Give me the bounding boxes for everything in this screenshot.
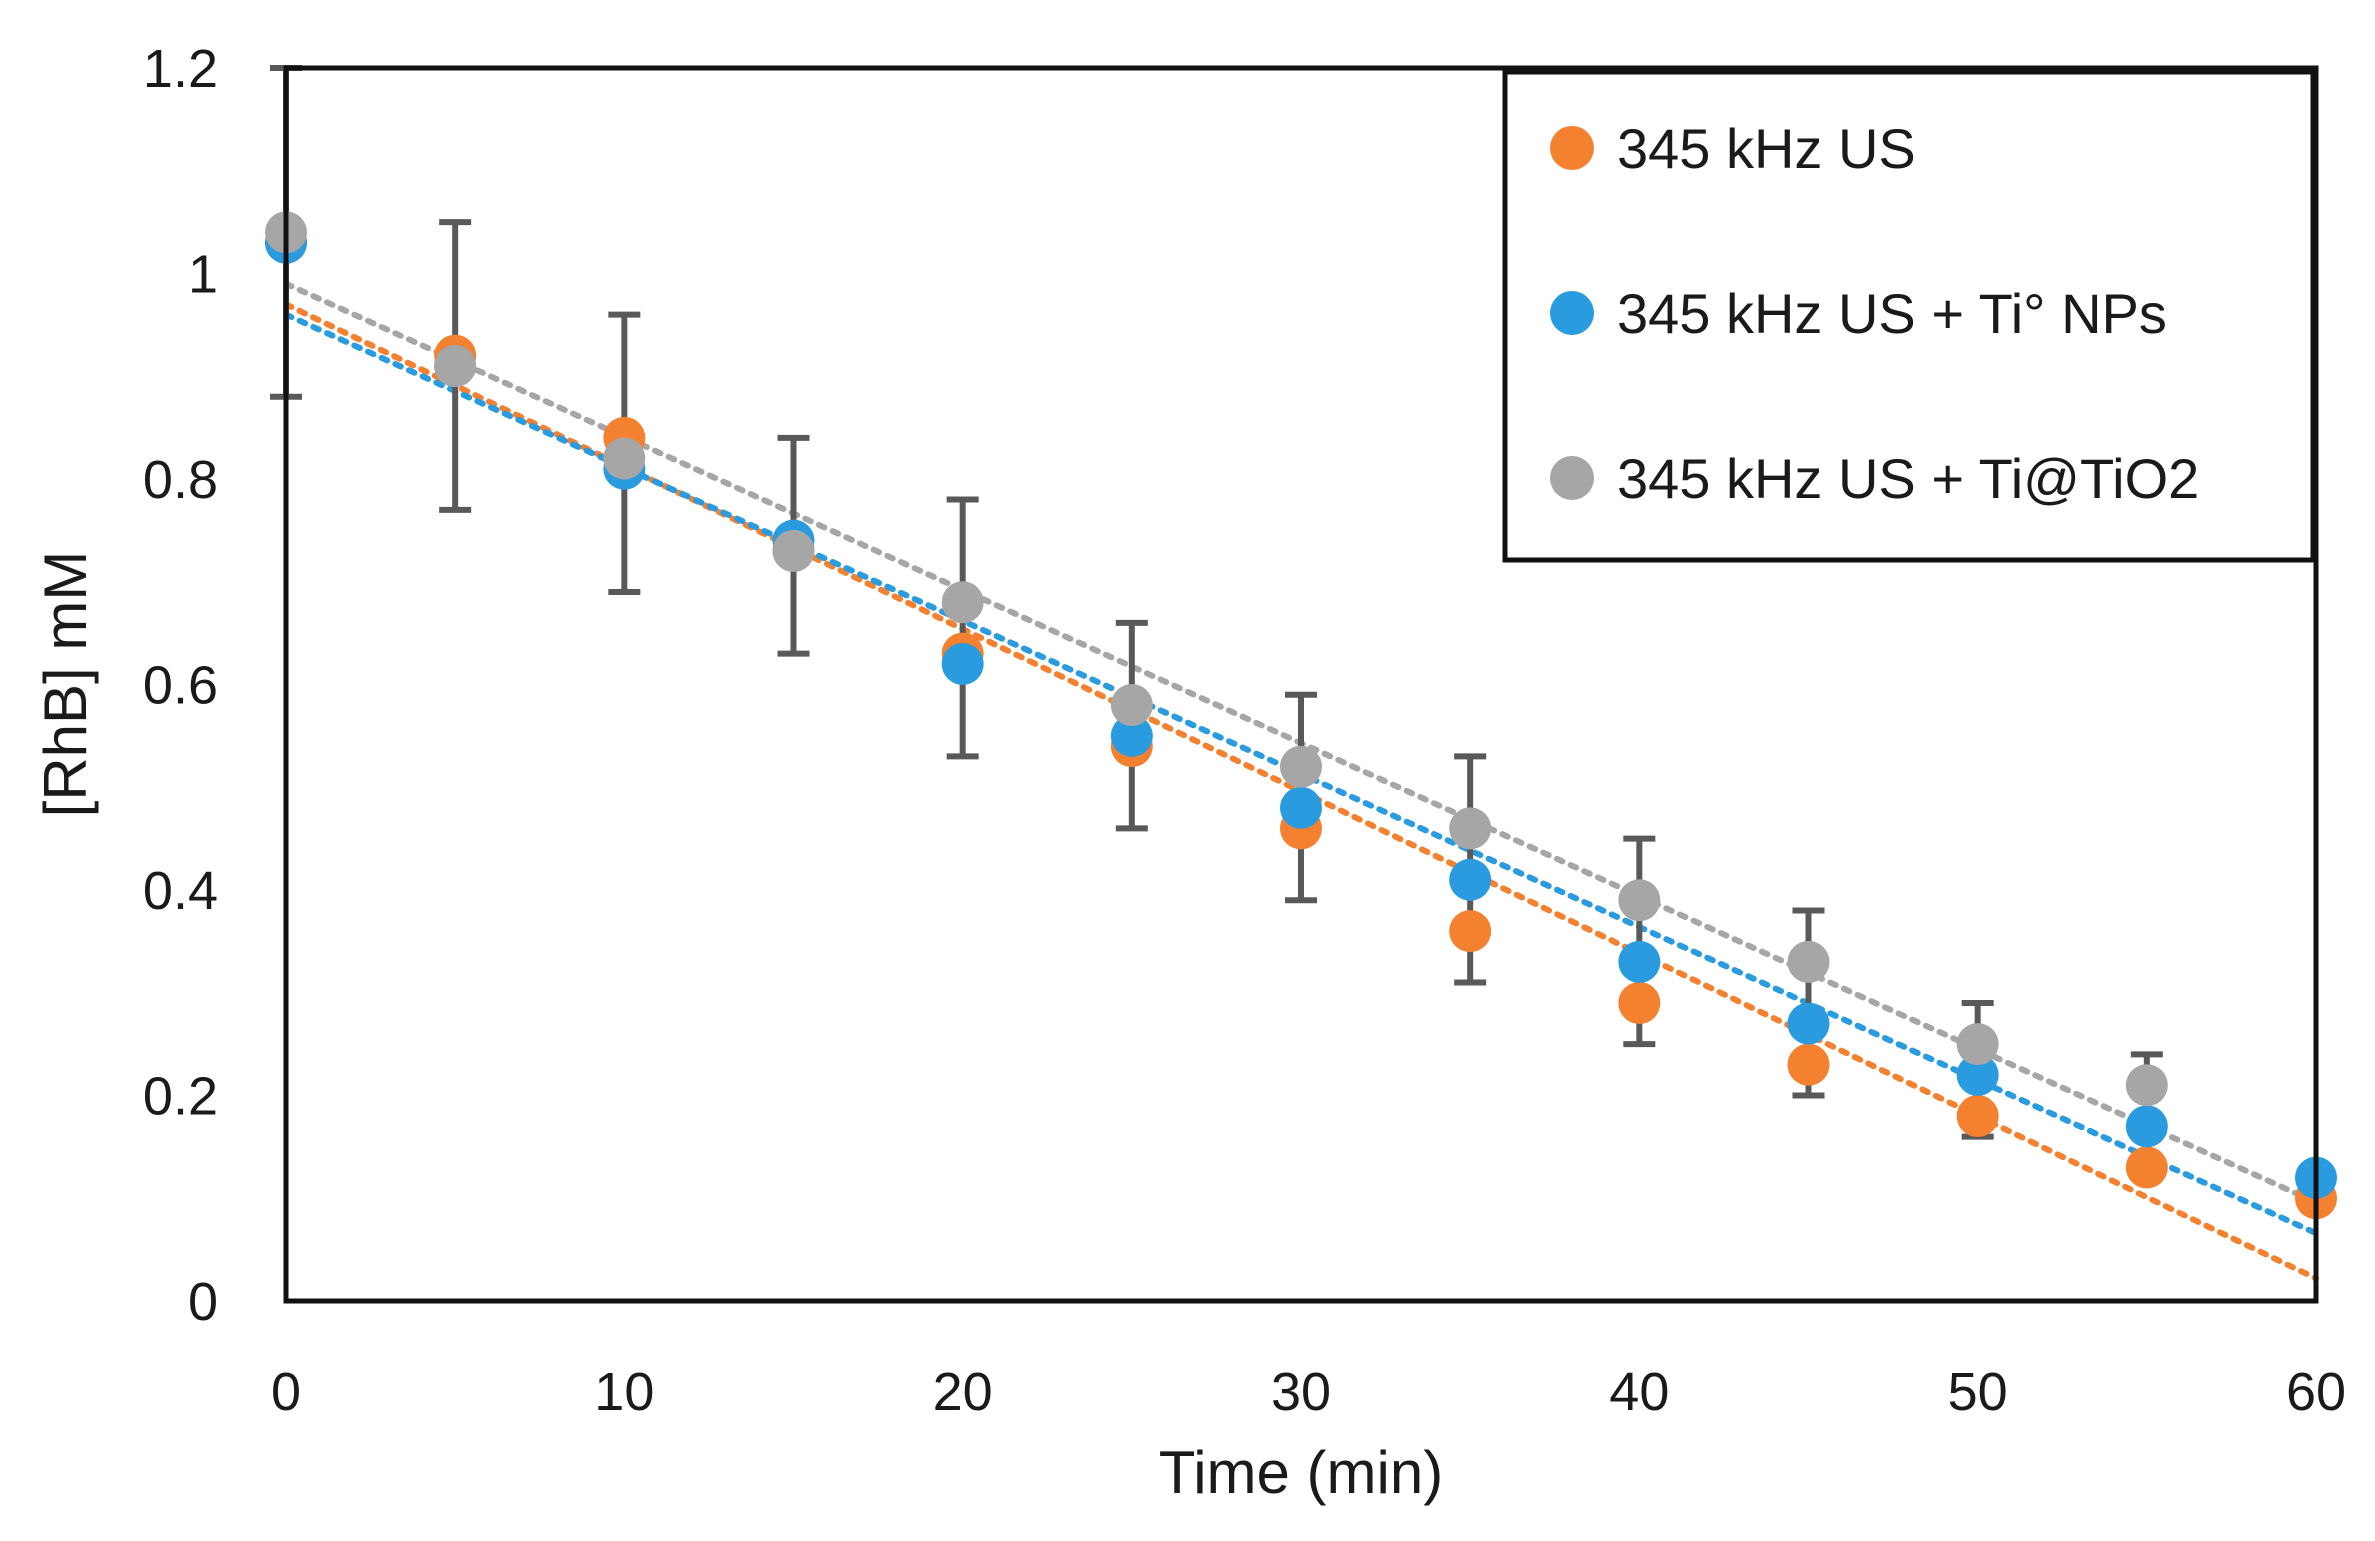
x-tick-label: 40 xyxy=(1609,1362,1669,1422)
data-point xyxy=(1956,1023,1999,1066)
data-point xyxy=(772,529,815,572)
data-point xyxy=(1280,745,1322,788)
plot-frame xyxy=(283,65,2319,1304)
data-point xyxy=(434,344,477,387)
data-point xyxy=(1280,786,1322,829)
data-points xyxy=(265,211,2337,1220)
data-point xyxy=(2125,1064,2168,1107)
y-tick-label: 0.8 xyxy=(143,450,218,510)
x-tick-label: 0 xyxy=(271,1362,301,1422)
x-tick-label: 30 xyxy=(1271,1362,1331,1422)
x-tick-label: 60 xyxy=(2286,1362,2346,1422)
legend-label: 345 kHz US xyxy=(1617,117,1916,180)
legend-label: 345 kHz US + Ti° NPs xyxy=(1617,282,2167,345)
data-point xyxy=(1110,684,1153,727)
y-axis-title: [RhB] mM xyxy=(32,551,99,818)
legend-label: 345 kHz US + Ti@TiO2 xyxy=(1617,447,2199,510)
data-point xyxy=(1956,1095,1999,1138)
x-tick-label: 50 xyxy=(1948,1362,2008,1422)
y-tick-label: 0.2 xyxy=(143,1067,218,1127)
data-point xyxy=(1787,1002,1830,1045)
x-tick-label: 10 xyxy=(594,1362,654,1422)
legend-marker xyxy=(1550,456,1594,500)
data-point xyxy=(2125,1146,2168,1189)
data-point xyxy=(1618,982,1661,1025)
x-axis-title: Time (min) xyxy=(1159,1439,1443,1506)
y-tick-label: 1.2 xyxy=(143,39,218,99)
data-point xyxy=(1110,714,1153,757)
x-tick-label: 20 xyxy=(933,1362,993,1422)
x-tick-labels: 0 10 20 30 40 50 60 xyxy=(271,1362,2346,1422)
data-point xyxy=(1956,1053,1999,1096)
data-point xyxy=(1618,940,1661,983)
legend-marker xyxy=(1550,291,1594,335)
y-tick-label: 1 xyxy=(188,245,218,305)
y-tick-labels: 0 0.2 0.4 0.6 0.8 1 1.2 xyxy=(143,39,218,1332)
data-point xyxy=(603,437,646,480)
legend-marker xyxy=(1550,126,1594,170)
y-tick-label: 0 xyxy=(188,1272,218,1332)
data-point xyxy=(1618,879,1661,922)
y-tick-label: 0.6 xyxy=(143,656,218,716)
data-point xyxy=(1787,940,1830,983)
data-point xyxy=(1787,1043,1830,1086)
error-bar xyxy=(946,496,979,760)
data-point xyxy=(941,581,984,624)
y-tick-label: 0.4 xyxy=(143,861,218,921)
legend-box xyxy=(1502,69,2316,563)
data-point xyxy=(941,642,984,685)
legend: 345 kHz US 345 kHz US + Ti° NPs 345 kHz US… xyxy=(1502,69,2316,563)
data-point xyxy=(1449,910,1492,953)
data-point xyxy=(1449,807,1492,850)
data-point xyxy=(2125,1105,2168,1148)
data-point xyxy=(1449,858,1492,901)
